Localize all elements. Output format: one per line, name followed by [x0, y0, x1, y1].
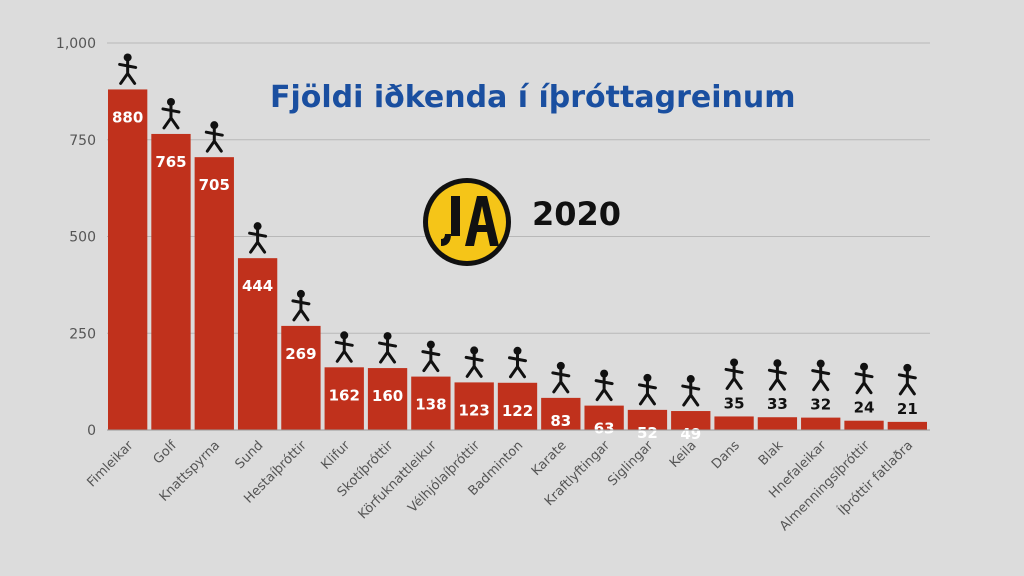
y-tick-label: 500 — [69, 230, 96, 246]
basketball-player-icon — [421, 340, 441, 373]
bar — [887, 421, 927, 430]
bar — [714, 416, 754, 430]
runner-icon — [854, 362, 874, 395]
data-label: 32 — [810, 396, 831, 414]
bar — [801, 417, 841, 430]
data-label: 138 — [415, 396, 446, 414]
para-athlete-icon — [897, 363, 917, 396]
boxer-icon — [811, 359, 831, 392]
data-label: 123 — [459, 401, 490, 419]
category-label: Klifur — [318, 438, 353, 473]
bar — [151, 133, 191, 430]
climber-icon — [334, 331, 354, 363]
bar — [541, 397, 581, 430]
bar — [497, 382, 538, 430]
motorcycle-icon — [464, 346, 484, 378]
category-label: Körfuknattleikur — [356, 438, 441, 523]
bar — [757, 417, 798, 430]
weightlifter-icon — [594, 369, 614, 402]
y-tick-label: 1,000 — [56, 36, 96, 52]
data-label: 160 — [372, 387, 403, 405]
volleyball-player-icon — [767, 359, 787, 391]
category-label: Keila — [667, 438, 700, 471]
category-label: Fimleikar — [84, 438, 137, 491]
bar — [671, 411, 711, 430]
bar — [281, 325, 321, 430]
bar — [237, 258, 278, 430]
year-label: 2020 — [532, 195, 622, 233]
data-label: 444 — [242, 277, 273, 295]
soccer-player-icon — [204, 121, 224, 153]
horse-rider-icon — [291, 289, 311, 322]
bar — [844, 420, 884, 430]
shooter-icon — [378, 332, 398, 364]
y-tick-label: 0 — [87, 423, 96, 439]
y-tick-label: 750 — [69, 133, 96, 149]
sailboat-icon — [637, 373, 657, 406]
dancer-icon — [724, 358, 744, 390]
swimmer-icon — [248, 222, 268, 254]
category-label: Karate — [529, 438, 570, 479]
club-logo — [423, 178, 511, 266]
category-label: Golf — [151, 438, 180, 467]
data-label: 880 — [112, 108, 143, 126]
gymnast-icon — [118, 53, 138, 85]
category-label: Siglingar — [605, 438, 656, 489]
category-label: Sund — [233, 438, 267, 472]
data-label: 269 — [285, 345, 316, 363]
karate-icon — [551, 361, 571, 394]
data-label: 52 — [637, 424, 658, 442]
data-label: 122 — [502, 402, 533, 420]
data-label: 83 — [550, 412, 571, 430]
bowling-icon — [681, 375, 701, 407]
bar — [367, 368, 408, 430]
category-label: Íþróttir fatlaðra — [835, 438, 916, 519]
y-tick-label: 250 — [69, 326, 96, 342]
bar — [194, 157, 234, 431]
data-label: 162 — [329, 386, 360, 404]
data-label: 24 — [854, 399, 875, 417]
data-label: 705 — [199, 176, 230, 194]
golfer-icon — [161, 97, 181, 130]
data-label: 765 — [155, 153, 186, 171]
chart-title: Fjöldi iðkenda í íþróttagreinum — [270, 80, 796, 115]
bar — [454, 382, 494, 430]
bar — [411, 376, 451, 430]
data-label: 21 — [897, 400, 918, 418]
bar — [627, 409, 668, 430]
data-label: 35 — [724, 394, 745, 412]
bar — [108, 89, 148, 430]
category-label: Dans — [709, 438, 743, 472]
badminton-player-icon — [508, 346, 527, 379]
data-label: 63 — [594, 420, 615, 438]
bar — [324, 367, 364, 430]
data-label: 33 — [767, 395, 788, 413]
category-label: Blak — [756, 438, 787, 469]
bar — [584, 405, 624, 430]
